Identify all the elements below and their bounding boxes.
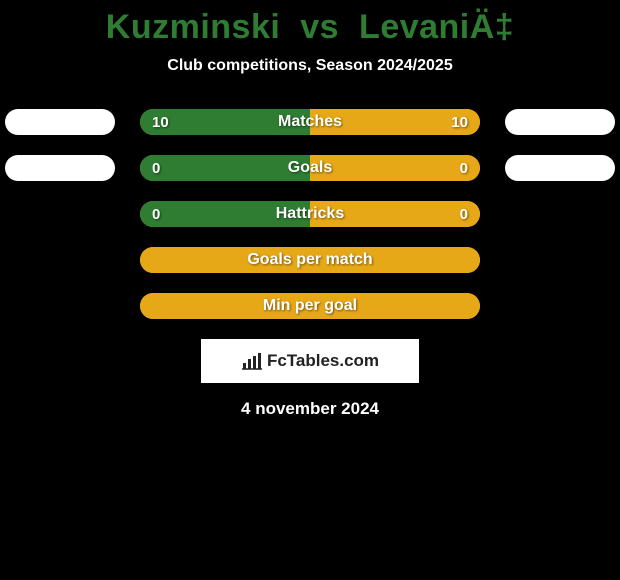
comparison-infographic: Kuzminski vs LevaniÄ‡ Club competitions,… <box>0 0 620 580</box>
stat-value-right: 0 <box>448 201 480 227</box>
stat-row: 00Hattricks <box>0 201 620 227</box>
stat-value-left: 10 <box>140 109 181 135</box>
stat-bar: 00Hattricks <box>140 201 480 227</box>
player-pill-left <box>5 155 115 181</box>
stat-bar: 00Goals <box>140 155 480 181</box>
page-title: Kuzminski vs LevaniÄ‡ <box>0 8 620 47</box>
stat-bar: Goals per match <box>140 247 480 273</box>
brand-text: FcTables.com <box>267 351 379 371</box>
stat-rows: 1010Matches00Goals00HattricksGoals per m… <box>0 109 620 319</box>
player-pill-right <box>505 155 615 181</box>
stat-value-right: 10 <box>439 109 480 135</box>
stat-row: 1010Matches <box>0 109 620 135</box>
bar-fill-right <box>140 293 480 319</box>
subtitle: Club competitions, Season 2024/2025 <box>0 57 620 75</box>
stat-bar: 1010Matches <box>140 109 480 135</box>
date: 4 november 2024 <box>0 399 620 419</box>
stat-value-left: 0 <box>140 155 172 181</box>
stat-value-left: 0 <box>140 201 172 227</box>
brand-inner: FcTables.com <box>241 351 379 371</box>
bar-chart-icon <box>241 352 263 370</box>
title-player2: LevaniÄ‡ <box>359 8 514 46</box>
title-vs: vs <box>300 8 339 46</box>
player-pill-left <box>5 109 115 135</box>
bar-fill-right <box>140 247 480 273</box>
stat-bar: Min per goal <box>140 293 480 319</box>
player-pill-right <box>505 109 615 135</box>
stat-row: Min per goal <box>0 293 620 319</box>
stat-value-right: 0 <box>448 155 480 181</box>
stat-row: 00Goals <box>0 155 620 181</box>
title-player1: Kuzminski <box>106 8 281 46</box>
stat-row: Goals per match <box>0 247 620 273</box>
brand-badge: FcTables.com <box>201 339 419 383</box>
